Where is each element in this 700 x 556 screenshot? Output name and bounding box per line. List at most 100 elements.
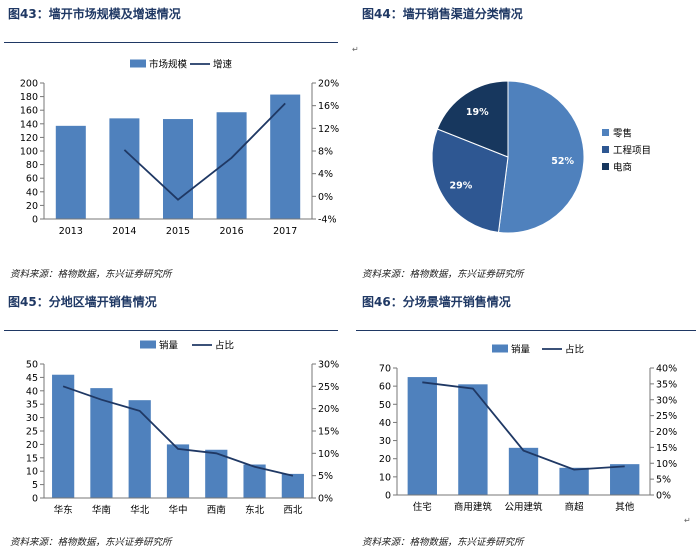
x-tick-label: 2014 (112, 226, 136, 237)
figure-46-source: 资料来源：格物数据，东兴证券研究所 (362, 537, 524, 548)
x-tick-label: 2015 (166, 226, 190, 237)
x-tick-label: 2016 (220, 226, 244, 237)
legend-swatch (602, 146, 609, 153)
legend-swatch (602, 163, 609, 170)
bar (270, 94, 301, 219)
y2-tick-label: 25% (318, 382, 339, 393)
y2-tick-label: 35% (656, 379, 677, 390)
y-tick-label: 30 (379, 436, 391, 447)
y2-tick-label: 30% (656, 395, 677, 406)
legend-label: 销量 (159, 340, 179, 352)
pie-data-label: 29% (450, 180, 473, 191)
scenario-sales-chart: 0 10 20 30 40 50 60 70 0% 5% 10% 15% 20% 25% 30% 35% 40%… (379, 344, 677, 514)
y-tick-label: 140 (20, 119, 38, 130)
legend-label: 工程项目 (613, 146, 651, 157)
y2-tick-label: 15% (656, 443, 677, 454)
x-tick-label: 华北 (130, 504, 150, 516)
y-tick-label: 60 (379, 382, 391, 393)
bar (281, 473, 304, 498)
y-tick-label: 180 (20, 92, 38, 103)
y2-tick-label: 10% (318, 449, 339, 460)
y2-tick-label: 10% (656, 459, 677, 470)
figure-45-source: 资料来源：格物数据，东兴证券研究所 (10, 537, 172, 548)
y-tick-label: 35 (26, 400, 38, 411)
y-tick-label: 20 (26, 440, 38, 451)
legend-swatch-bar (140, 340, 156, 349)
y-tick-label: 20 (26, 201, 38, 212)
y-tick-label: 50 (26, 360, 38, 371)
y2-tick-label: 0% (318, 494, 333, 505)
legend-label: 市场规模 (149, 59, 188, 71)
legend-label: 销量 (511, 344, 531, 356)
bar (52, 374, 75, 498)
market-size-chart: 0 20 40 60 80 100 120 140 160 180 200 -4% 0% 4% 8% 12% 1… (20, 59, 339, 238)
bar (559, 467, 589, 495)
bar (55, 125, 86, 219)
y2-tick-label: 20% (656, 427, 677, 438)
figure-46-title: 图46：分场景墙开销售情况 (362, 295, 511, 309)
y2-tick-label: 5% (318, 471, 333, 482)
x-tick-label: 华南 (92, 504, 111, 516)
bar (109, 118, 140, 219)
y2-tick-label: 20% (318, 404, 339, 415)
y-tick-label: 60 (26, 174, 38, 185)
y-tick-label: 10 (26, 467, 38, 478)
figure-43-source: 资料来源：格物数据，东兴证券研究所 (10, 269, 172, 280)
y2-tick-label: 15% (318, 427, 339, 438)
bar (166, 444, 190, 498)
figure-45-title: 图45：分地区墙开销售情况 (8, 295, 157, 309)
y-tick-label: 120 (20, 133, 38, 144)
legend-label: 增速 (213, 59, 233, 71)
pie-slice (436, 80, 509, 158)
y2-tick-label: 25% (656, 411, 677, 422)
y-tick-label: 40 (26, 187, 38, 198)
figure-45-rule (4, 330, 338, 331)
line-series (422, 381, 625, 471)
y-tick-label: 50 (379, 400, 391, 411)
y2-tick-label: 0% (318, 192, 333, 203)
x-tick-label: 华东 (54, 504, 73, 516)
legend-swatch-bar (130, 59, 146, 68)
y-tick-label: 0 (385, 491, 391, 502)
y-tick-label: 70 (379, 364, 391, 375)
pie-data-label: 52% (551, 156, 574, 167)
bar (458, 384, 488, 495)
x-tick-label: 住宅 (413, 501, 432, 513)
legend-label: 占比 (565, 344, 584, 356)
line-series (62, 385, 294, 477)
y-tick-label: 80 (26, 160, 38, 171)
pie-data-label: 19% (466, 107, 489, 118)
y-tick-label: 25 (26, 427, 38, 438)
figure-44-title: 图44：墙开销售渠道分类情况 (362, 7, 523, 21)
bar (205, 449, 228, 498)
y2-tick-label: -4% (318, 215, 337, 226)
y-tick-label: 0 (32, 494, 38, 505)
bar (162, 119, 194, 219)
figure-44-source: 资料来源：格物数据，东兴证券研究所 (362, 269, 524, 280)
pie-slice (431, 128, 509, 233)
y-tick-label: 30 (26, 413, 38, 424)
x-tick-label: 商超 (565, 501, 585, 513)
x-tick-label: 公用建筑 (504, 501, 543, 513)
return-mark: ↵ (684, 516, 691, 525)
bar (128, 400, 151, 498)
y2-tick-label: 0% (656, 491, 671, 502)
x-tick-label: 东北 (245, 504, 265, 516)
region-sales-chart: 0 5 10 15 20 25 30 35 40 45 50 0% 5% 10% 15% 20% 25% 30% 华… (26, 340, 339, 517)
y2-tick-label: 8% (318, 147, 333, 158)
y-tick-label: 200 (20, 79, 38, 90)
bar (243, 464, 266, 498)
x-tick-label: 其他 (615, 501, 635, 513)
legend-swatch-bar (492, 344, 508, 353)
x-tick-label: 华中 (168, 504, 187, 516)
y-tick-label: 160 (20, 106, 38, 117)
bar (610, 464, 640, 495)
line-series (123, 102, 286, 201)
y-tick-label: 40 (379, 418, 391, 429)
legend-label: 零售 (613, 128, 632, 140)
bar (90, 388, 113, 498)
y2-tick-label: 30% (318, 360, 339, 371)
return-mark: ↵ (352, 45, 359, 54)
y2-tick-label: 40% (656, 364, 677, 375)
